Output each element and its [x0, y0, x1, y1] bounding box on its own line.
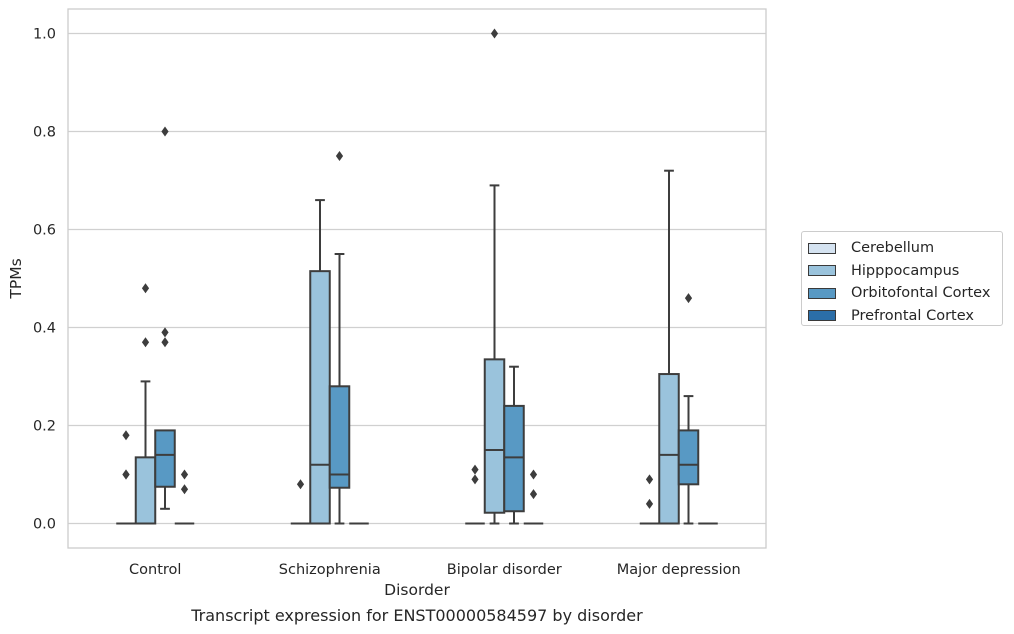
outlier-point: [141, 337, 150, 348]
box-orbitofontal-cortex-0: [154, 126, 176, 510]
y-axis-label: TPMs: [7, 258, 25, 299]
box-iqr: [658, 373, 680, 525]
legend: Cerebellum Hipppocampus Orbitofontal Cor…: [801, 231, 1003, 326]
legend-label-cerebellum: Cerebellum: [851, 240, 935, 257]
box-iqr: [503, 404, 525, 513]
outlier-point: [645, 498, 654, 509]
box-cerebellum-3: [639, 474, 660, 525]
box-cerebellum-0: [116, 430, 136, 525]
box-orbitofontal-cortex-2: [503, 365, 525, 525]
plot-frame: [67, 8, 767, 549]
y-tick-label: 0.2: [33, 419, 56, 435]
legend-swatch-cerebellum: [808, 242, 836, 254]
axis-ticks: 0.0 0.2 0.4 0.6 0.8 1.0 Control Schizophrenia Bi…: [33, 27, 741, 579]
y-tick-label: 0.4: [33, 321, 56, 337]
legend-item-orbitofrontal-cortex: Orbitofontal Cortex: [808, 282, 1002, 305]
legend-item-prefrontal-cortex: Prefrontal Cortex: [808, 305, 1002, 328]
legend-swatch-orbitofrontal-cortex: [808, 287, 836, 299]
outlier-point: [529, 469, 538, 480]
outlier-point: [296, 479, 305, 490]
box-iqr: [483, 358, 506, 514]
outlier-point: [161, 126, 169, 137]
outlier-point: [141, 283, 150, 294]
outlier-point: [122, 430, 130, 441]
box-iqr: [328, 385, 351, 489]
box-iqr: [134, 456, 157, 525]
outlier-point: [471, 474, 479, 485]
box-prefrontal-cortex-2: [523, 469, 544, 525]
box-iqr: [677, 429, 700, 486]
box-hipppocampus-0: [134, 283, 157, 525]
box-hipppocampus-1: [309, 199, 331, 525]
outlier-point: [161, 327, 169, 338]
y-tick-label: 0.8: [33, 125, 56, 141]
x-axis-label: Disorder: [384, 581, 450, 599]
outlier-point: [471, 464, 479, 475]
x-tick-label: Schizophrenia: [279, 562, 381, 578]
outlier-point: [161, 337, 169, 348]
outlier-point: [180, 484, 189, 495]
legend-label-prefrontal-cortex: Prefrontal Cortex: [851, 307, 974, 324]
legend-swatch-hippocampus: [808, 265, 836, 277]
box-hipppocampus-3: [658, 169, 680, 525]
box-prefrontal-cortex-0: [174, 469, 195, 525]
box-orbitofontal-cortex-3: [677, 293, 700, 525]
legend-label-hippocampus: Hipppocampus: [851, 262, 960, 279]
box-iqr: [154, 429, 176, 488]
chart-caption: Transcript expression for ENST0000058459…: [191, 606, 643, 625]
box-iqr: [309, 270, 331, 525]
box-cerebellum-1: [290, 479, 311, 525]
outlier-point: [335, 151, 344, 161]
outlier-point: [529, 489, 538, 500]
outlier-point: [180, 469, 189, 480]
y-tick-label: 0.6: [33, 223, 56, 239]
box-hipppocampus-2: [483, 28, 506, 525]
x-tick-label: Control: [129, 562, 181, 578]
box-cerebellum-2: [465, 464, 485, 525]
x-tick-label: Bipolar disorder: [447, 562, 562, 578]
outlier-point: [645, 474, 654, 485]
box-orbitofontal-cortex-1: [328, 151, 351, 525]
outlier-point: [490, 28, 499, 39]
legend-label-orbitofrontal-cortex: Orbitofontal Cortex: [851, 285, 991, 302]
outlier-point: [122, 469, 130, 480]
outlier-point: [684, 293, 693, 304]
legend-item-hippocampus: Hipppocampus: [808, 260, 1002, 283]
legend-swatch-prefrontal-cortex: [808, 310, 836, 322]
legend-item-cerebellum: Cerebellum: [808, 237, 1002, 260]
y-tick-label: 1.0: [33, 27, 56, 43]
x-tick-label: Major depression: [617, 562, 741, 578]
box-plot-series: [116, 28, 718, 525]
y-tick-label: 0.0: [33, 517, 56, 533]
